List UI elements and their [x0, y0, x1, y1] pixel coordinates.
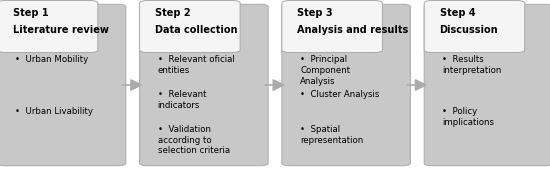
FancyBboxPatch shape [282, 4, 410, 166]
Text: •  Results
interpretation: • Results interpretation [442, 55, 502, 75]
Text: Step 3: Step 3 [297, 8, 333, 18]
Text: •  Urban Livability: • Urban Livability [15, 107, 94, 116]
FancyBboxPatch shape [0, 1, 98, 53]
Text: •  Spatial
representation: • Spatial representation [300, 125, 363, 145]
Text: Discussion: Discussion [439, 25, 498, 35]
Text: Data collection: Data collection [155, 25, 238, 35]
Text: •  Principal
Component
Analysis: • Principal Component Analysis [300, 55, 350, 86]
Text: Literature review: Literature review [13, 25, 108, 35]
Text: •  Cluster Analysis: • Cluster Analysis [300, 90, 379, 99]
FancyBboxPatch shape [140, 4, 268, 166]
Text: Step 4: Step 4 [439, 8, 475, 18]
FancyBboxPatch shape [424, 1, 525, 53]
Text: •  Relevant
indicators: • Relevant indicators [158, 90, 206, 110]
Text: •  Urban Mobility: • Urban Mobility [15, 55, 89, 64]
Text: Step 2: Step 2 [155, 8, 191, 18]
FancyBboxPatch shape [0, 4, 126, 166]
Text: Step 1: Step 1 [13, 8, 48, 18]
FancyBboxPatch shape [424, 4, 550, 166]
FancyBboxPatch shape [140, 1, 240, 53]
Text: •  Validation
according to
selection criteria: • Validation according to selection crit… [158, 125, 230, 155]
FancyBboxPatch shape [282, 1, 382, 53]
Text: •  Policy
implications: • Policy implications [442, 107, 494, 127]
Text: Analysis and results: Analysis and results [297, 25, 409, 35]
Text: •  Relevant oficial
entities: • Relevant oficial entities [158, 55, 234, 75]
